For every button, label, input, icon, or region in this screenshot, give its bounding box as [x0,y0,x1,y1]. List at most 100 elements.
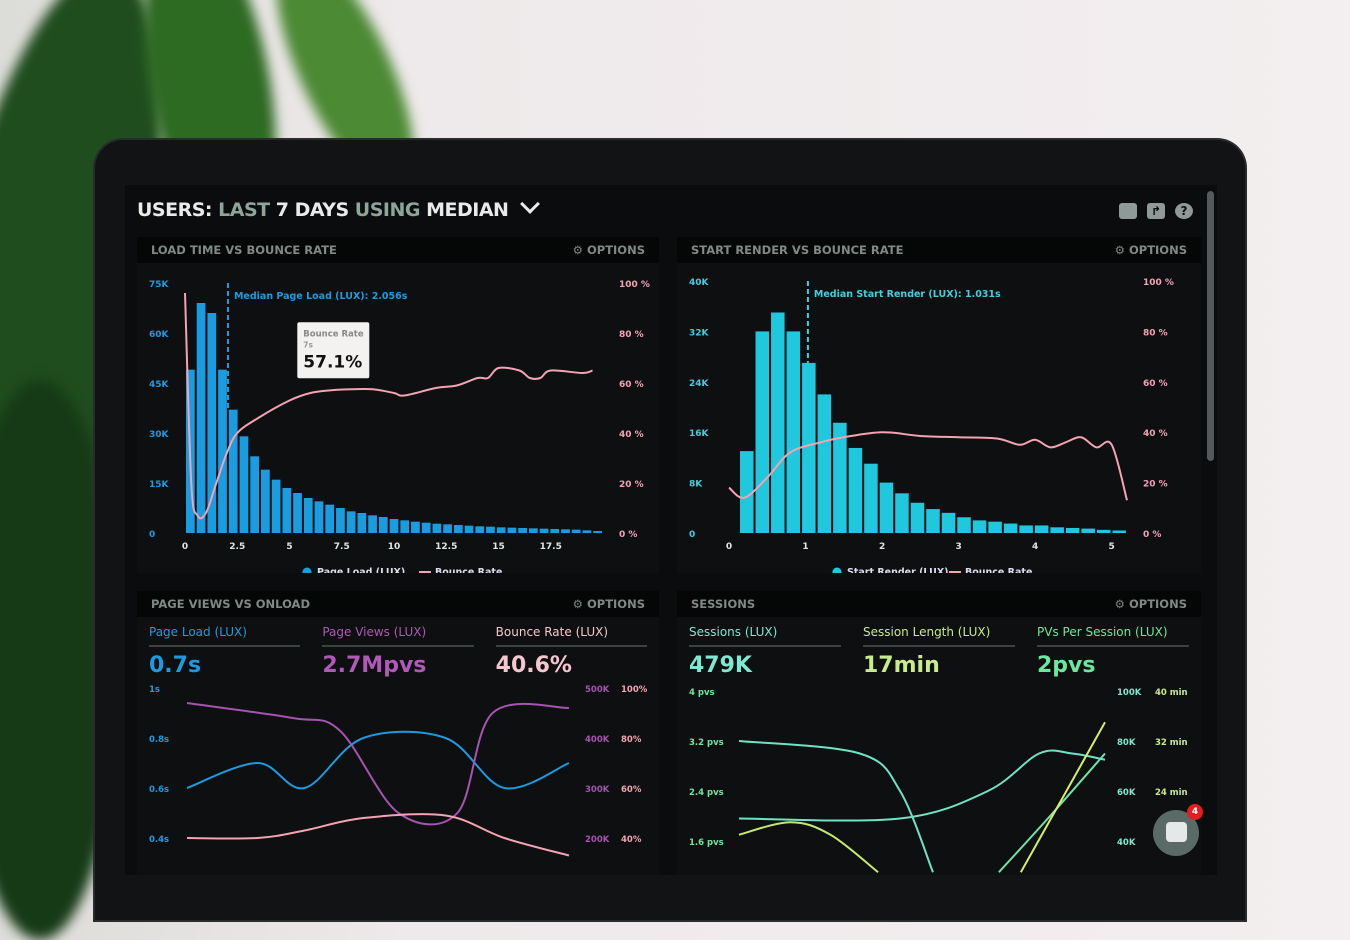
options-button[interactable]: ⚙ OPTIONS [572,597,645,611]
dashboard-screen: USERS: LAST 7 DAYS USING MEDIAN ↱ ? LOAD… [125,185,1217,875]
y2-tick-label: 80 % [619,330,644,340]
histogram-bar [864,463,878,533]
x-tick-label: 7.5 [334,542,350,552]
histogram-bar [314,501,324,533]
bounce-rate-line [184,292,593,520]
title-range: 7 DAYS [275,199,349,221]
legend-label: Start Render (LUX) [847,567,949,573]
histogram-bar [357,513,367,533]
y2-tick-label: 300K [585,785,610,795]
page-title[interactable]: USERS: LAST 7 DAYS USING MEDIAN [137,194,540,221]
load-time-chart: 0 15K 30K 45K 60K 75K 0 % 20 % 40 % 60 % 80 % 100 %… [149,280,650,578]
monitor-icon[interactable] [1119,203,1137,219]
y2-tick-label: 40 % [619,430,644,440]
series-line [1019,721,1106,873]
histogram-bar [941,512,956,533]
histogram-bar [464,525,474,533]
histogram-bar [507,527,517,533]
histogram-bar [833,422,847,533]
kpi-value: 40.6% [495,653,572,678]
series-line [738,821,879,874]
panel-page-views: PAGE VIEWS VS ONLOAD ⚙ OPTIONS Page Load … [137,591,659,875]
y3-tick-label: 24 min [1155,788,1188,798]
kpi-card[interactable]: Session Length (LUX) 17min [863,625,1015,678]
panel-title: PAGE VIEWS VS ONLOAD [151,597,310,611]
histogram-bar [988,521,1002,533]
kpi-label: Page Load (LUX) [149,625,301,647]
options-button[interactable]: ⚙ OPTIONS [1114,243,1187,257]
title-users: USERS: [137,199,213,221]
y2-tick-label: 80 % [1143,328,1168,338]
chat-button[interactable]: 4 [1153,804,1203,856]
series-line [998,752,1106,873]
histogram-bar [475,526,485,533]
title-last: LAST [218,199,270,221]
y2-tick-label: 100 % [1143,278,1174,288]
histogram-bar [879,482,894,533]
x-tick-label: 17.5 [540,542,562,552]
chevron-down-icon[interactable] [519,194,540,214]
y-tick-label: 0.4s [149,835,169,845]
x-tick-label: 5 [1109,542,1115,552]
y2-tick-label: 80K [1117,738,1136,748]
y2-tick-label: 0 % [619,530,637,540]
histogram-bar [421,522,431,533]
histogram-bar [325,504,335,533]
histogram-bar [848,447,863,533]
histogram-bar [539,528,549,533]
x-tick-label: 2.5 [229,542,245,552]
panel-title: SESSIONS [691,597,756,611]
x-tick-label: 3 [955,542,961,552]
y-tick-label: 1s [149,685,160,695]
kpi-card[interactable]: Page Load (LUX) 0.7s [149,625,301,678]
share-icon[interactable]: ↱ [1147,203,1165,219]
histogram-bar [571,529,581,533]
median-annotation: Median Start Render (LUX): 1.031s [814,289,1001,300]
scrollbar[interactable] [1207,191,1214,461]
histogram-bar [593,531,602,533]
histogram-bar [1112,530,1126,533]
histogram-bar [528,528,538,533]
histogram-bar [486,526,495,533]
kpi-card[interactable]: Page Views (LUX) 2.7Mpvs [322,625,474,678]
y2-tick-label: 60K [1117,788,1136,798]
options-button[interactable]: ⚙ OPTIONS [572,243,645,257]
histogram-bar [336,508,345,533]
tooltip-label: Bounce Rate [303,329,364,339]
title-using: USING [354,199,421,221]
y-tick-label: 30K [149,430,170,440]
y2-tick-label: 40 % [1143,429,1168,439]
x-tick-label: 5 [286,542,292,552]
y-tick-label: 0.8s [149,735,169,745]
histogram-bar [957,517,971,533]
y3-tick-label: 32 min [1155,738,1188,748]
y2-tick-label: 100K [1117,688,1142,698]
y2-tick-label: 200K [585,835,610,845]
histogram-bar [293,493,302,533]
kpi-card[interactable]: PVs Per Session (LUX) 2pvs [1037,625,1189,678]
y-tick-label: 3.2 pvs [689,738,724,748]
kpi-card[interactable]: Sessions (LUX) 479K [689,625,841,678]
kpi-label: Sessions (LUX) [689,625,841,647]
kpi-card[interactable]: Bounce Rate (LUX) 40.6% [495,625,647,678]
y2-tick-label: 100 % [619,280,650,290]
series-line [738,749,1106,822]
y-tick-label: 2.4 pvs [689,788,724,798]
kpi-label: PVs Per Session (LUX) [1037,625,1189,647]
y2-tick-label: 60 % [1143,379,1168,389]
kpi-value: 0.7s [149,653,202,678]
y2-tick-label: 40K [1117,838,1136,848]
histogram-bar [411,521,420,533]
y3-tick-label: 40 min [1155,688,1188,698]
kpi-value: 17min [863,653,940,678]
options-button[interactable]: ⚙ OPTIONS [1114,597,1187,611]
bounce-rate-line [728,431,1128,501]
help-icon[interactable]: ? [1175,203,1193,219]
sessions-chart: 1.6 pvs 2.4 pvs 3.2 pvs 4 pvs 40K 60K 80K 100K 2… [689,688,1188,874]
tooltip [297,322,370,379]
histogram-bar [432,523,442,533]
series-line [186,730,570,790]
histogram-bar [239,436,249,533]
y-tick-label: 0.6s [149,785,169,795]
y3-tick-label: 80% [621,735,642,745]
